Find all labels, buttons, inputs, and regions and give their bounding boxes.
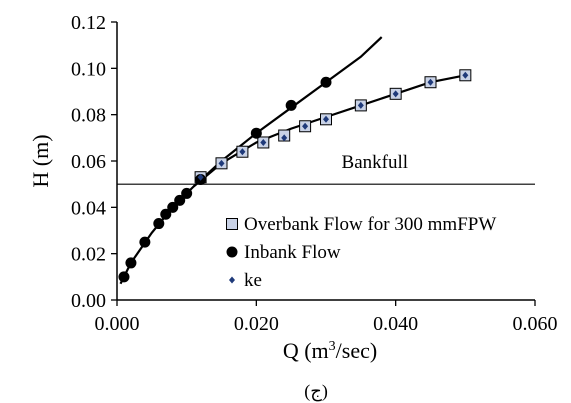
inbank-point xyxy=(167,201,179,213)
x-axis: 0.000 0.020 0.040 0.060 xyxy=(95,300,558,335)
legend-marker xyxy=(226,218,238,230)
inbank-point xyxy=(125,257,137,269)
ke-point xyxy=(239,148,246,156)
overbank-trend-line xyxy=(192,74,466,188)
y-tick-label: 0.02 xyxy=(71,244,106,266)
legend-marker xyxy=(229,276,235,284)
ke-point xyxy=(323,115,329,123)
bankfull-label: Bankfull xyxy=(342,152,409,173)
y-tick-label: 0.10 xyxy=(71,58,106,80)
legend-marker xyxy=(226,246,238,258)
y-tick-label: 0.08 xyxy=(71,105,106,127)
ke-point xyxy=(427,78,434,86)
legend: Overbank Flow for 300 mmFPW Inbank Flow ke xyxy=(226,214,496,291)
plot-area: Bankfull xyxy=(116,22,535,301)
ke-point xyxy=(357,101,364,109)
inbank-point xyxy=(320,76,332,88)
y-tick-label: 0.00 xyxy=(71,290,106,312)
ke-point xyxy=(302,122,309,130)
ke-point xyxy=(281,134,288,142)
y-tick-label: 0.04 xyxy=(71,197,106,219)
figure-caption: (ج) xyxy=(304,381,328,402)
x-tick-label: 0.020 xyxy=(234,313,279,335)
x-tick-label: 0.000 xyxy=(95,313,140,335)
legend-label: Overbank Flow for 300 mmFPW xyxy=(244,214,496,235)
inbank-point xyxy=(160,208,172,220)
inbank-point xyxy=(139,236,151,248)
legend-label: ke xyxy=(244,270,262,291)
y-tick-label: 0.12 xyxy=(71,12,106,34)
ke-point xyxy=(462,71,469,79)
ke-point xyxy=(260,138,267,146)
y-tick-label: 0.06 xyxy=(71,151,106,173)
inbank-point xyxy=(174,194,186,206)
inbank-point xyxy=(153,218,165,230)
ke-point xyxy=(392,90,399,98)
x-tick-label: 0.060 xyxy=(513,313,558,335)
inbank-point xyxy=(181,187,193,199)
inbank-point xyxy=(285,99,297,111)
x-tick-label: 0.040 xyxy=(373,313,418,335)
y-axis: 0.00 0.02 0.04 0.06 0.08 0.10 0.12 xyxy=(71,12,117,312)
x-axis-title: Q (m3/sec) xyxy=(283,338,377,363)
inbank-point xyxy=(250,127,262,139)
ke-point xyxy=(197,173,204,181)
legend-label: Inbank Flow xyxy=(244,242,341,263)
inbank-point xyxy=(118,271,130,283)
y-axis-title: H (m) xyxy=(28,134,53,187)
ke-point xyxy=(218,159,225,167)
